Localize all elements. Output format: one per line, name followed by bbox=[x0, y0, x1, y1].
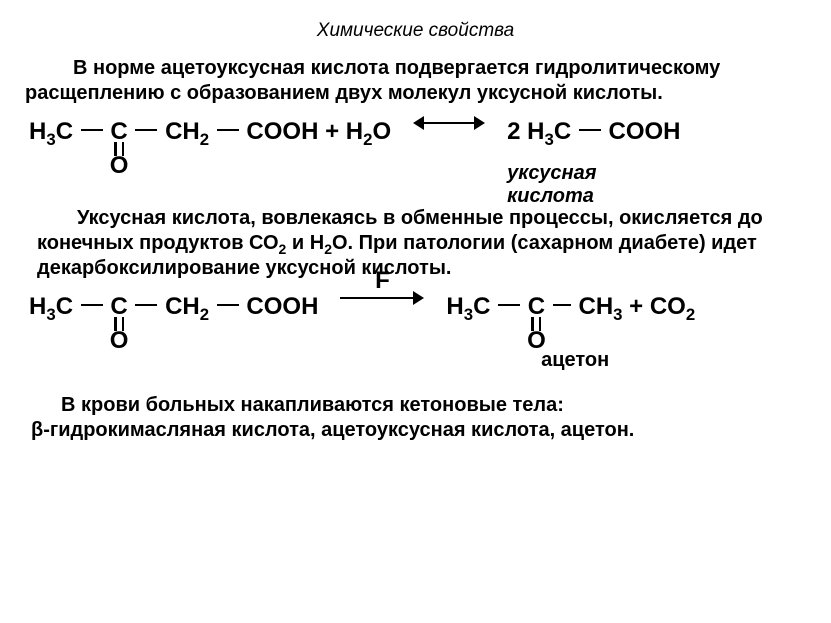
eq2-ch2: CH2 bbox=[165, 293, 209, 321]
eq1-caption: уксусная кислота bbox=[507, 162, 650, 208]
eq2-caption: ацетон bbox=[541, 349, 609, 372]
bond-icon bbox=[579, 129, 601, 131]
eq1-cooh-h2o: COOH + H2O bbox=[246, 118, 391, 146]
eq2-cooh: COOH bbox=[246, 293, 318, 321]
bond-icon bbox=[217, 304, 239, 306]
eq1-rhs-2h3c: 2 H3C bbox=[507, 118, 571, 146]
eq1-lhs: H3C C O CH2 COOH + H2O bbox=[29, 118, 391, 146]
equation-2: H3C C O CH2 COOH F H3C C O CH3 + CO2 аце… bbox=[29, 293, 806, 383]
paragraph-1: В норме ацетоуксусная кислота подвергает… bbox=[25, 56, 806, 106]
arrow-label: F bbox=[375, 267, 390, 295]
eq2-h3c: H3C bbox=[29, 293, 73, 321]
oxygen-atom: O bbox=[110, 327, 129, 355]
paragraph-2: Уксусная кислота, вовлекаясь в обменные … bbox=[37, 206, 806, 281]
eq1-h3c: H3C bbox=[29, 118, 73, 146]
eq2-rhs-h3c: H3C bbox=[446, 293, 490, 321]
oxygen-atom: O bbox=[110, 152, 129, 180]
double-arrow-icon bbox=[413, 116, 485, 130]
eq2-rhs-ch3-co2: CH3 + CO2 bbox=[578, 293, 695, 321]
eq2-rhs-c-carbonyl: C O bbox=[528, 293, 545, 321]
bond-icon bbox=[498, 304, 520, 306]
eq1-rhs-cooh: COOH bbox=[609, 118, 681, 146]
bond-icon bbox=[217, 129, 239, 131]
eq1-rhs: 2 H3C COOH уксусная кислота bbox=[507, 118, 680, 146]
eq2-lhs: H3C C O CH2 COOH bbox=[29, 293, 318, 321]
bond-icon bbox=[81, 129, 103, 131]
paragraph-3: В крови больных накапливаются кетоновые … bbox=[31, 393, 806, 443]
eq1-ch2: CH2 bbox=[165, 118, 209, 146]
eq2-rhs: H3C C O CH3 + CO2 ацетон bbox=[446, 293, 695, 321]
page-title: Химические свойства bbox=[25, 20, 806, 42]
bond-icon bbox=[135, 129, 157, 131]
bond-icon bbox=[81, 304, 103, 306]
bond-icon bbox=[553, 304, 571, 306]
right-arrow-icon: F bbox=[340, 291, 424, 305]
eq2-c-carbonyl: C O bbox=[110, 293, 127, 321]
equation-1: H3C C O CH2 COOH + H2O 2 H3C COOH уксусн… bbox=[29, 118, 806, 196]
eq1-c-carbonyl: C O bbox=[110, 118, 127, 146]
bond-icon bbox=[135, 304, 157, 306]
